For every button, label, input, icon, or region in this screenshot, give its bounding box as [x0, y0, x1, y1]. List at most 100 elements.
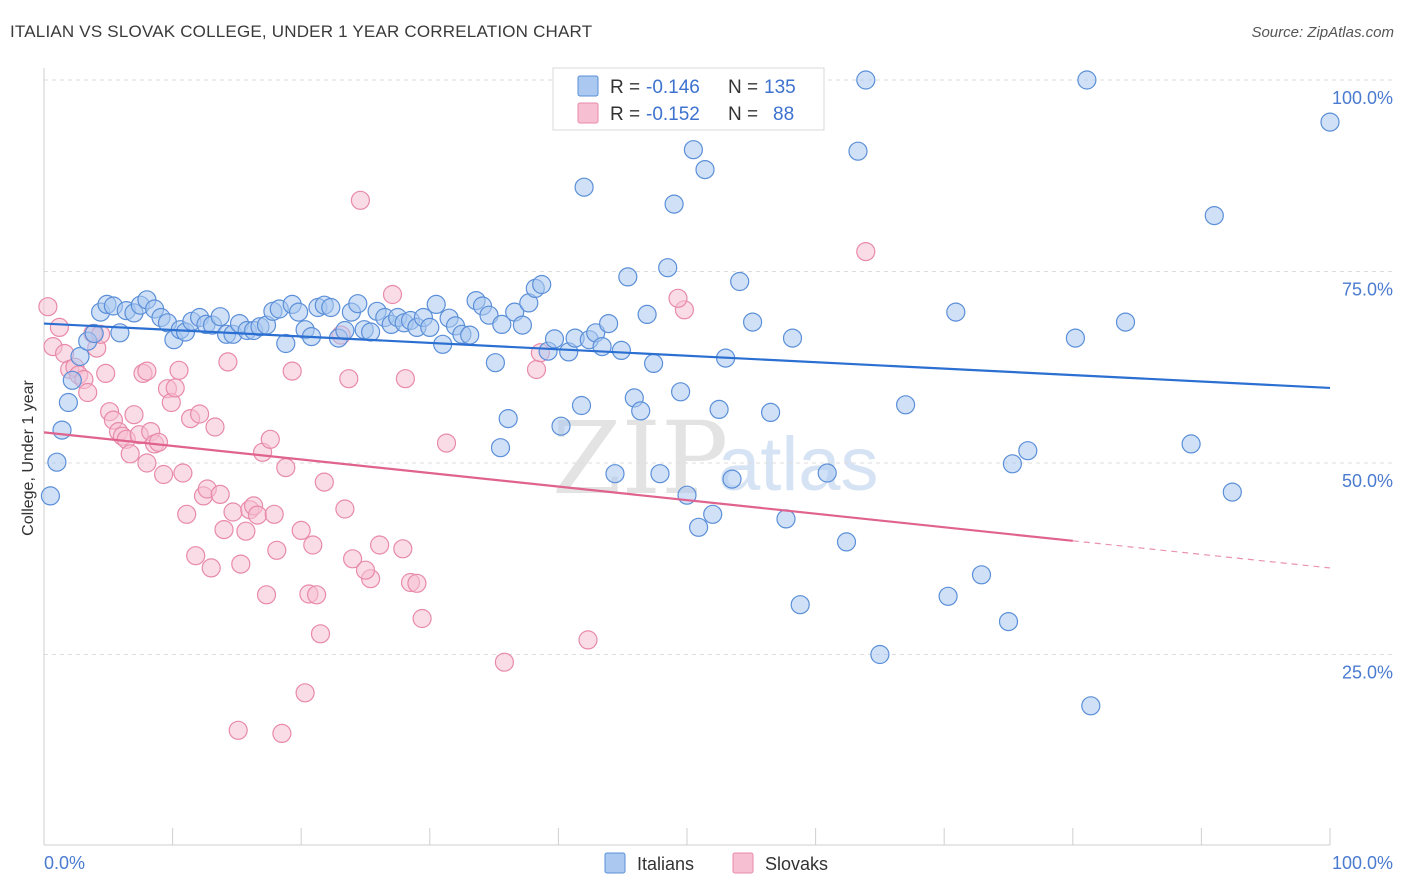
y-tick-label: 75.0% — [1342, 280, 1393, 300]
slovaks-point — [173, 463, 193, 483]
italians-point — [84, 323, 104, 344]
bottom-legend-swatch-slovaks — [732, 852, 754, 874]
y-axis-label: College, Under 1 year — [20, 380, 37, 536]
slovaks-point — [165, 378, 185, 398]
slovaks-point — [295, 683, 315, 703]
slovaks-point — [395, 369, 415, 389]
slovaks-point — [526, 359, 547, 380]
slovaks-point — [186, 546, 206, 566]
italians-point — [782, 328, 803, 348]
slovaks-point — [267, 540, 287, 560]
slovaks-point — [578, 630, 598, 650]
slovaks-trend-line — [43, 431, 1073, 542]
italians-point — [276, 333, 296, 354]
slovaks-point — [282, 361, 302, 381]
source-label: Source: ZipAtlas.com — [1251, 24, 1394, 41]
slovaks-point — [154, 464, 174, 485]
legend-n-label-slovaks: N = — [728, 104, 758, 125]
italians-point — [58, 392, 79, 413]
italians-point — [551, 416, 571, 436]
italians-point — [650, 464, 670, 484]
slovaks-point — [96, 363, 116, 383]
italians-point — [848, 141, 868, 161]
italians-point — [47, 452, 67, 472]
slovaks-point — [436, 433, 457, 453]
slovaks-point — [412, 608, 432, 629]
italians-point — [637, 304, 657, 324]
slovaks-point — [190, 404, 210, 424]
italians-point — [1018, 441, 1038, 461]
slovaks-point — [260, 429, 280, 449]
slovaks-point — [228, 720, 248, 740]
italians-point — [760, 402, 781, 422]
bottom-legend-italians: Italians — [637, 854, 694, 874]
italians-point — [938, 586, 958, 606]
italians-point — [485, 353, 505, 373]
italians-point — [790, 595, 810, 615]
slovaks-point — [314, 472, 334, 492]
italians-point — [321, 297, 341, 318]
italians-point — [420, 317, 440, 337]
italians-point — [742, 312, 763, 332]
italians-point — [361, 322, 381, 342]
slovaks-point — [137, 361, 157, 381]
bottom-legend-swatch-italians — [604, 852, 626, 874]
italians-point — [1204, 206, 1224, 226]
italians-point — [1077, 70, 1097, 90]
italians-point — [709, 399, 729, 419]
italians-point — [1002, 454, 1023, 474]
x-tick-label-max: 100.0% — [1332, 853, 1393, 873]
italians-point — [289, 302, 309, 322]
italians-point — [683, 140, 704, 160]
italians-point — [998, 611, 1019, 632]
italians-points — [40, 70, 1340, 716]
watermark-atlas: atlas — [718, 422, 879, 507]
legend-n-label-italians: N = — [728, 77, 758, 98]
slovaks-point — [120, 444, 140, 464]
slovaks-point — [382, 284, 403, 305]
italians-point — [70, 346, 90, 367]
slovaks-point — [236, 521, 256, 541]
italians-point — [664, 194, 684, 214]
stats-legend: R = -0.146 N = 135 R = -0.152 N = 88 — [552, 67, 825, 131]
slovaks-point — [201, 558, 221, 578]
slovaks-point — [78, 382, 98, 403]
italians-point — [492, 314, 512, 334]
italians-point — [544, 329, 565, 349]
italians-point — [532, 274, 552, 295]
slovaks-point — [339, 369, 359, 389]
slovaks-point — [276, 458, 296, 478]
italians-point — [658, 258, 678, 278]
italians-point — [611, 340, 632, 360]
italians-point — [618, 267, 638, 287]
italians-point — [836, 532, 857, 552]
slovaks-point — [214, 519, 234, 540]
italians-point — [348, 294, 368, 314]
slovaks-point — [856, 242, 876, 262]
slovaks-point — [247, 505, 268, 525]
x-axis-ticks — [43, 828, 1331, 845]
italians-point — [776, 509, 796, 529]
italians-point — [670, 382, 691, 402]
slovaks-point — [169, 360, 189, 380]
italians-point — [574, 177, 594, 197]
legend-r-value-italians: -0.146 — [646, 77, 700, 98]
italians-point — [512, 315, 533, 335]
italians-point — [856, 70, 876, 90]
slovaks-points — [38, 190, 876, 744]
italians-point — [426, 294, 446, 314]
legend-n-value-italians: 135 — [764, 77, 796, 98]
italians-point — [490, 438, 511, 458]
slovaks-point — [210, 484, 230, 504]
italians-point — [605, 464, 625, 484]
slovaks-point — [393, 539, 413, 559]
slovaks-point — [256, 585, 277, 605]
legend-r-label-italians: R = — [610, 77, 640, 98]
slovaks-point — [38, 297, 58, 317]
slovaks-point — [494, 652, 514, 672]
slovaks-point — [370, 535, 390, 555]
italians-point — [631, 401, 651, 421]
italians-point — [643, 353, 664, 373]
italians-point — [1115, 312, 1136, 332]
